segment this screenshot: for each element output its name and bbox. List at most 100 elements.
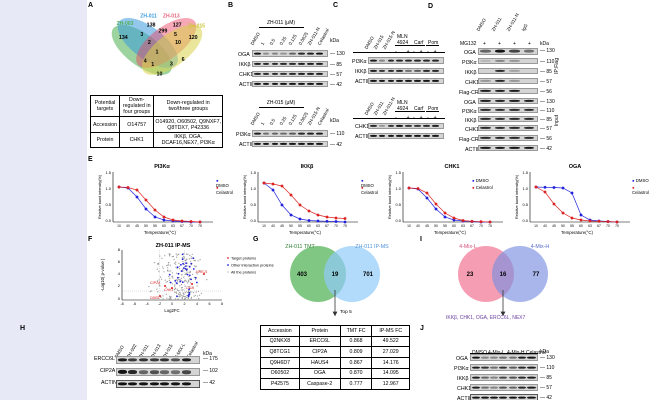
- svg-text:1.0: 1.0: [250, 186, 256, 191]
- svg-text:23: 23: [467, 272, 474, 278]
- svg-text:3: 3: [170, 61, 173, 67]
- svg-text:67: 67: [470, 224, 474, 228]
- svg-text:120: 120: [189, 35, 198, 41]
- svg-text:63: 63: [171, 224, 175, 228]
- svg-text:75: 75: [615, 224, 619, 228]
- svg-text:0.0: 0.0: [250, 218, 256, 223]
- svg-text:ZH-013: ZH-013: [163, 13, 180, 19]
- svg-text:16: 16: [500, 272, 507, 278]
- svg-text:60: 60: [452, 224, 456, 228]
- svg-text:CIP2A: CIP2A: [150, 281, 161, 285]
- svg-text:2: 2: [148, 40, 151, 46]
- svg-text:40: 40: [543, 224, 547, 228]
- svg-text:299: 299: [158, 28, 167, 34]
- svg-text:CHK1: CHK1: [164, 288, 174, 292]
- svg-text:70: 70: [334, 224, 338, 228]
- svg-text:PI3Kα: PI3Kα: [154, 164, 170, 170]
- svg-text:4: 4: [118, 271, 121, 276]
- svg-text:6: 6: [182, 57, 185, 63]
- svg-text:45: 45: [425, 224, 429, 228]
- svg-text:-8: -8: [120, 302, 123, 306]
- svg-text:127: 127: [173, 23, 182, 29]
- svg-text:0.0: 0.0: [522, 218, 528, 223]
- svg-text:55: 55: [153, 224, 157, 228]
- svg-text:Target proteins: Target proteins: [231, 256, 256, 260]
- svg-text:40: 40: [416, 224, 420, 228]
- svg-text:OGA: OGA: [569, 164, 582, 170]
- svg-text:63: 63: [461, 224, 465, 228]
- svg-text:10: 10: [407, 224, 411, 228]
- svg-text:1.0: 1.0: [395, 186, 401, 191]
- svg-text:Temperature(°C): Temperature(°C): [561, 230, 593, 235]
- svg-text:Relative band intensity(%): Relative band intensity(%): [98, 174, 102, 219]
- svg-text:0.5: 0.5: [522, 202, 528, 207]
- svg-text:4-Mix-H: 4-Mix-H: [531, 244, 550, 250]
- svg-text:1.5: 1.5: [395, 170, 401, 175]
- svg-text:ZH-011 IP-MS: ZH-011 IP-MS: [156, 243, 191, 249]
- svg-text:1.0: 1.0: [105, 186, 111, 191]
- svg-text:Relative band intensity(%): Relative band intensity(%): [388, 174, 392, 219]
- svg-text:10: 10: [534, 224, 538, 228]
- svg-text:45: 45: [280, 224, 284, 228]
- svg-text:Relative band intensity(%): Relative band intensity(%): [515, 174, 519, 219]
- svg-text:10: 10: [157, 71, 163, 77]
- svg-text:Log2FC: Log2FC: [164, 308, 179, 313]
- svg-text:3: 3: [140, 32, 143, 38]
- svg-text:63: 63: [588, 224, 592, 228]
- svg-text:-6: -6: [133, 302, 136, 306]
- svg-text:60: 60: [307, 224, 311, 228]
- svg-text:70: 70: [189, 224, 193, 228]
- svg-text:70: 70: [479, 224, 483, 228]
- svg-text:50: 50: [434, 224, 438, 228]
- svg-text:60: 60: [162, 224, 166, 228]
- svg-text:-Log10( p-value ): -Log10( p-value ): [100, 258, 105, 291]
- svg-text:Temperature(°C): Temperature(°C): [144, 230, 176, 235]
- svg-text:Relative band intensity(%): Relative band intensity(%): [243, 174, 247, 219]
- svg-text:50: 50: [144, 224, 148, 228]
- svg-text:5: 5: [174, 32, 177, 38]
- svg-text:Temperature(°C): Temperature(°C): [434, 230, 466, 235]
- svg-text:6: 6: [209, 302, 211, 306]
- svg-text:1: 1: [151, 62, 154, 68]
- svg-text:2: 2: [184, 302, 186, 306]
- svg-text:1.5: 1.5: [522, 170, 528, 175]
- svg-text:55: 55: [570, 224, 574, 228]
- svg-text:Temperature(°C): Temperature(°C): [289, 230, 321, 235]
- svg-text:70: 70: [606, 224, 610, 228]
- svg-text:10: 10: [117, 224, 121, 228]
- svg-text:45: 45: [552, 224, 556, 228]
- svg-text:40: 40: [271, 224, 275, 228]
- svg-text:10: 10: [262, 224, 266, 228]
- svg-text:0: 0: [171, 302, 173, 306]
- svg-text:0.5: 0.5: [395, 202, 401, 207]
- svg-text:Top 5: Top 5: [340, 309, 352, 315]
- svg-text:138: 138: [147, 23, 156, 29]
- svg-text:67: 67: [597, 224, 601, 228]
- svg-text:1.0: 1.0: [522, 186, 528, 191]
- svg-text:45: 45: [135, 224, 139, 228]
- svg-text:NHEJ1: NHEJ1: [196, 270, 207, 274]
- svg-text:6: 6: [118, 259, 121, 264]
- svg-text:ZH-011 TMT: ZH-011 TMT: [285, 244, 315, 250]
- svg-text:OGA: OGA: [186, 286, 195, 290]
- svg-text:0: 0: [118, 296, 121, 301]
- svg-text:ZH-011: ZH-011: [140, 13, 157, 19]
- svg-text:0.5: 0.5: [105, 202, 111, 207]
- svg-text:75: 75: [488, 224, 492, 228]
- svg-text:8: 8: [221, 302, 223, 306]
- svg-text:ZH-003: ZH-003: [117, 21, 134, 27]
- svg-text:IKKβ: IKKβ: [301, 164, 314, 170]
- svg-text:1.5: 1.5: [250, 170, 256, 175]
- svg-text:55: 55: [443, 224, 447, 228]
- svg-text:0.0: 0.0: [105, 218, 111, 223]
- svg-text:-4: -4: [145, 302, 148, 306]
- svg-text:4: 4: [196, 302, 198, 306]
- svg-text:67: 67: [325, 224, 329, 228]
- svg-text:75: 75: [198, 224, 202, 228]
- svg-text:63: 63: [316, 224, 320, 228]
- svg-text:77: 77: [533, 272, 540, 278]
- svg-text:50: 50: [561, 224, 565, 228]
- svg-text:1.5: 1.5: [105, 170, 111, 175]
- svg-text:All the proteins: All the proteins: [231, 270, 256, 274]
- svg-text:0.5: 0.5: [250, 202, 256, 207]
